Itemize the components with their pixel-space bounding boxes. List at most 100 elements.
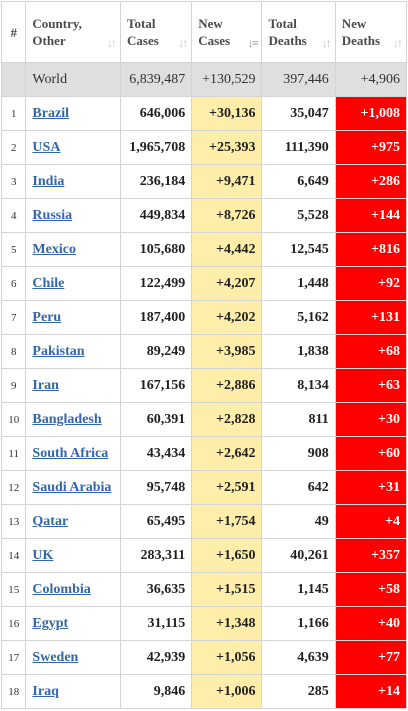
country-link[interactable]: Qatar xyxy=(32,513,69,529)
country-link[interactable]: Iraq xyxy=(32,683,59,699)
row-index-cell: 5 xyxy=(0,232,27,267)
index-header-label: # xyxy=(10,24,17,40)
new-deaths-cell: +92 xyxy=(334,266,408,301)
new-deaths-cell: +63 xyxy=(334,368,408,403)
country-link[interactable]: Peru xyxy=(32,309,62,325)
row-index-cell: 11 xyxy=(0,436,27,471)
country-header-line2: Other xyxy=(32,33,66,48)
country-cell: South Africa xyxy=(25,436,122,471)
sort-arrows-icon[interactable]: ↓↑ xyxy=(178,36,188,50)
row-index-cell: 2 xyxy=(0,130,27,165)
table-row: 16 Egypt 31,115 +1,348 1,166 +40 xyxy=(0,606,408,641)
new-cases-cell: +2,642 xyxy=(191,436,263,471)
total-deaths-header-line1: Total xyxy=(268,16,297,31)
country-link[interactable]: South Africa xyxy=(32,445,109,461)
total-cases-header-line2: Cases xyxy=(127,33,159,48)
row-index-cell: 18 xyxy=(0,674,27,709)
new-cases-cell: +30,136 xyxy=(191,96,263,131)
country-link[interactable]: Saudi Arabia xyxy=(32,479,112,495)
row-index-cell: 13 xyxy=(0,504,27,539)
country-cell: Pakistan xyxy=(25,334,122,369)
total-cases-cell: 31,115 xyxy=(120,606,193,641)
country-cell: Sweden xyxy=(25,640,122,675)
row-index-cell: 9 xyxy=(0,368,27,403)
total-cases-cell: 1,965,708 xyxy=(120,130,193,165)
total-deaths-cell: 6,649 xyxy=(261,164,336,199)
new-cases-cell: +25,393 xyxy=(191,130,263,165)
new-cases-cell: +1,348 xyxy=(191,606,263,641)
total-deaths-cell: 35,047 xyxy=(261,96,336,131)
new-deaths-header-line2: Deaths xyxy=(341,33,381,48)
new-cases-cell: +4,202 xyxy=(191,300,263,335)
total-deaths-cell: 4,639 xyxy=(261,640,336,675)
row-index-cell: 8 xyxy=(0,334,27,369)
total-deaths-cell: 8,134 xyxy=(261,368,336,403)
new-cases-cell: +1,006 xyxy=(191,674,263,709)
total-deaths-cell: 285 xyxy=(261,674,336,709)
total-deaths-cell: 1,838 xyxy=(261,334,336,369)
new-deaths-cell: +40 xyxy=(334,606,408,641)
sort-arrows-icon[interactable]: ↓↑ xyxy=(107,36,117,50)
new-deaths-cell: +60 xyxy=(334,436,408,471)
new-deaths-cell: +357 xyxy=(334,538,408,573)
table-row: 4 Russia 449,834 +8,726 5,528 +144 xyxy=(0,198,408,233)
total-deaths-column-header[interactable]: Total Deaths ↓↑ xyxy=(261,1,336,63)
world-index-cell xyxy=(0,62,27,97)
new-deaths-column-header[interactable]: New Deaths ↓↑ xyxy=(334,1,408,63)
country-link[interactable]: Chile xyxy=(32,275,65,291)
total-cases-cell: 89,249 xyxy=(120,334,193,369)
table-row: 12 Saudi Arabia 95,748 +2,591 642 +31 xyxy=(0,470,408,505)
sort-arrows-icon[interactable]: ↓↑ xyxy=(321,36,332,50)
table-row: 5 Mexico 105,680 +4,442 12,545 +816 xyxy=(0,232,408,267)
table-row: 8 Pakistan 89,249 +3,985 1,838 +68 xyxy=(0,334,408,369)
country-link[interactable]: Russia xyxy=(32,207,73,223)
new-cases-column-header[interactable]: New Cases ↓≡ xyxy=(191,1,263,63)
new-cases-cell: +9,471 xyxy=(191,164,263,199)
country-column-header[interactable]: Country, Other ↓↑ xyxy=(25,1,122,63)
table-row: 18 Iraq 9,846 +1,006 285 +14 xyxy=(0,674,408,709)
country-cell: Peru xyxy=(25,300,122,335)
world-new-deaths-cell: +4,906 xyxy=(334,62,408,97)
total-cases-column-header[interactable]: Total Cases ↓↑ xyxy=(120,1,193,63)
total-cases-cell: 449,834 xyxy=(120,198,193,233)
world-total-row: World 6,839,487 +130,529 397,446 +4,906 xyxy=(0,62,408,97)
table-row: 17 Sweden 42,939 +1,056 4,639 +77 xyxy=(0,640,408,675)
total-cases-cell: 236,184 xyxy=(120,164,193,199)
row-index-cell: 4 xyxy=(0,198,27,233)
sort-arrows-icon[interactable]: ↓↑ xyxy=(393,36,403,50)
country-link[interactable]: Bangladesh xyxy=(32,411,102,427)
total-deaths-cell: 908 xyxy=(261,436,336,471)
row-index-cell: 15 xyxy=(0,572,27,607)
world-total-cases-cell: 6,839,487 xyxy=(120,62,193,97)
country-link[interactable]: Brazil xyxy=(32,105,69,121)
total-cases-cell: 9,846 xyxy=(120,674,193,709)
header-row: # Country, Other ↓↑ Total Cases ↓↑ New C… xyxy=(0,1,408,63)
row-index-cell: 14 xyxy=(0,538,27,573)
new-deaths-cell: +131 xyxy=(334,300,408,335)
country-link[interactable]: Sweden xyxy=(32,649,79,665)
country-link[interactable]: UK xyxy=(32,547,54,563)
table-row: 14 UK 283,311 +1,650 40,261 +357 xyxy=(0,538,408,573)
country-link[interactable]: Egypt xyxy=(32,615,69,631)
total-cases-cell: 646,006 xyxy=(120,96,193,131)
country-link[interactable]: USA xyxy=(32,139,61,155)
country-cell: India xyxy=(25,164,122,199)
world-new-cases-cell: +130,529 xyxy=(191,62,263,97)
new-cases-cell: +4,207 xyxy=(191,266,263,301)
country-header-line1: Country, xyxy=(32,16,82,31)
country-link[interactable]: Iran xyxy=(32,377,59,393)
total-deaths-cell: 5,162 xyxy=(261,300,336,335)
row-index-cell: 10 xyxy=(0,402,27,437)
index-column-header: # xyxy=(0,1,27,63)
total-deaths-cell: 1,166 xyxy=(261,606,336,641)
new-cases-cell: +1,650 xyxy=(191,538,263,573)
country-link[interactable]: Pakistan xyxy=(32,343,85,359)
country-link[interactable]: Colombia xyxy=(32,581,91,597)
sort-desc-icon[interactable]: ↓≡ xyxy=(247,36,259,50)
country-link[interactable]: Mexico xyxy=(32,241,76,257)
row-index-cell: 17 xyxy=(0,640,27,675)
total-deaths-cell: 811 xyxy=(261,402,336,437)
country-link[interactable]: India xyxy=(32,173,65,189)
